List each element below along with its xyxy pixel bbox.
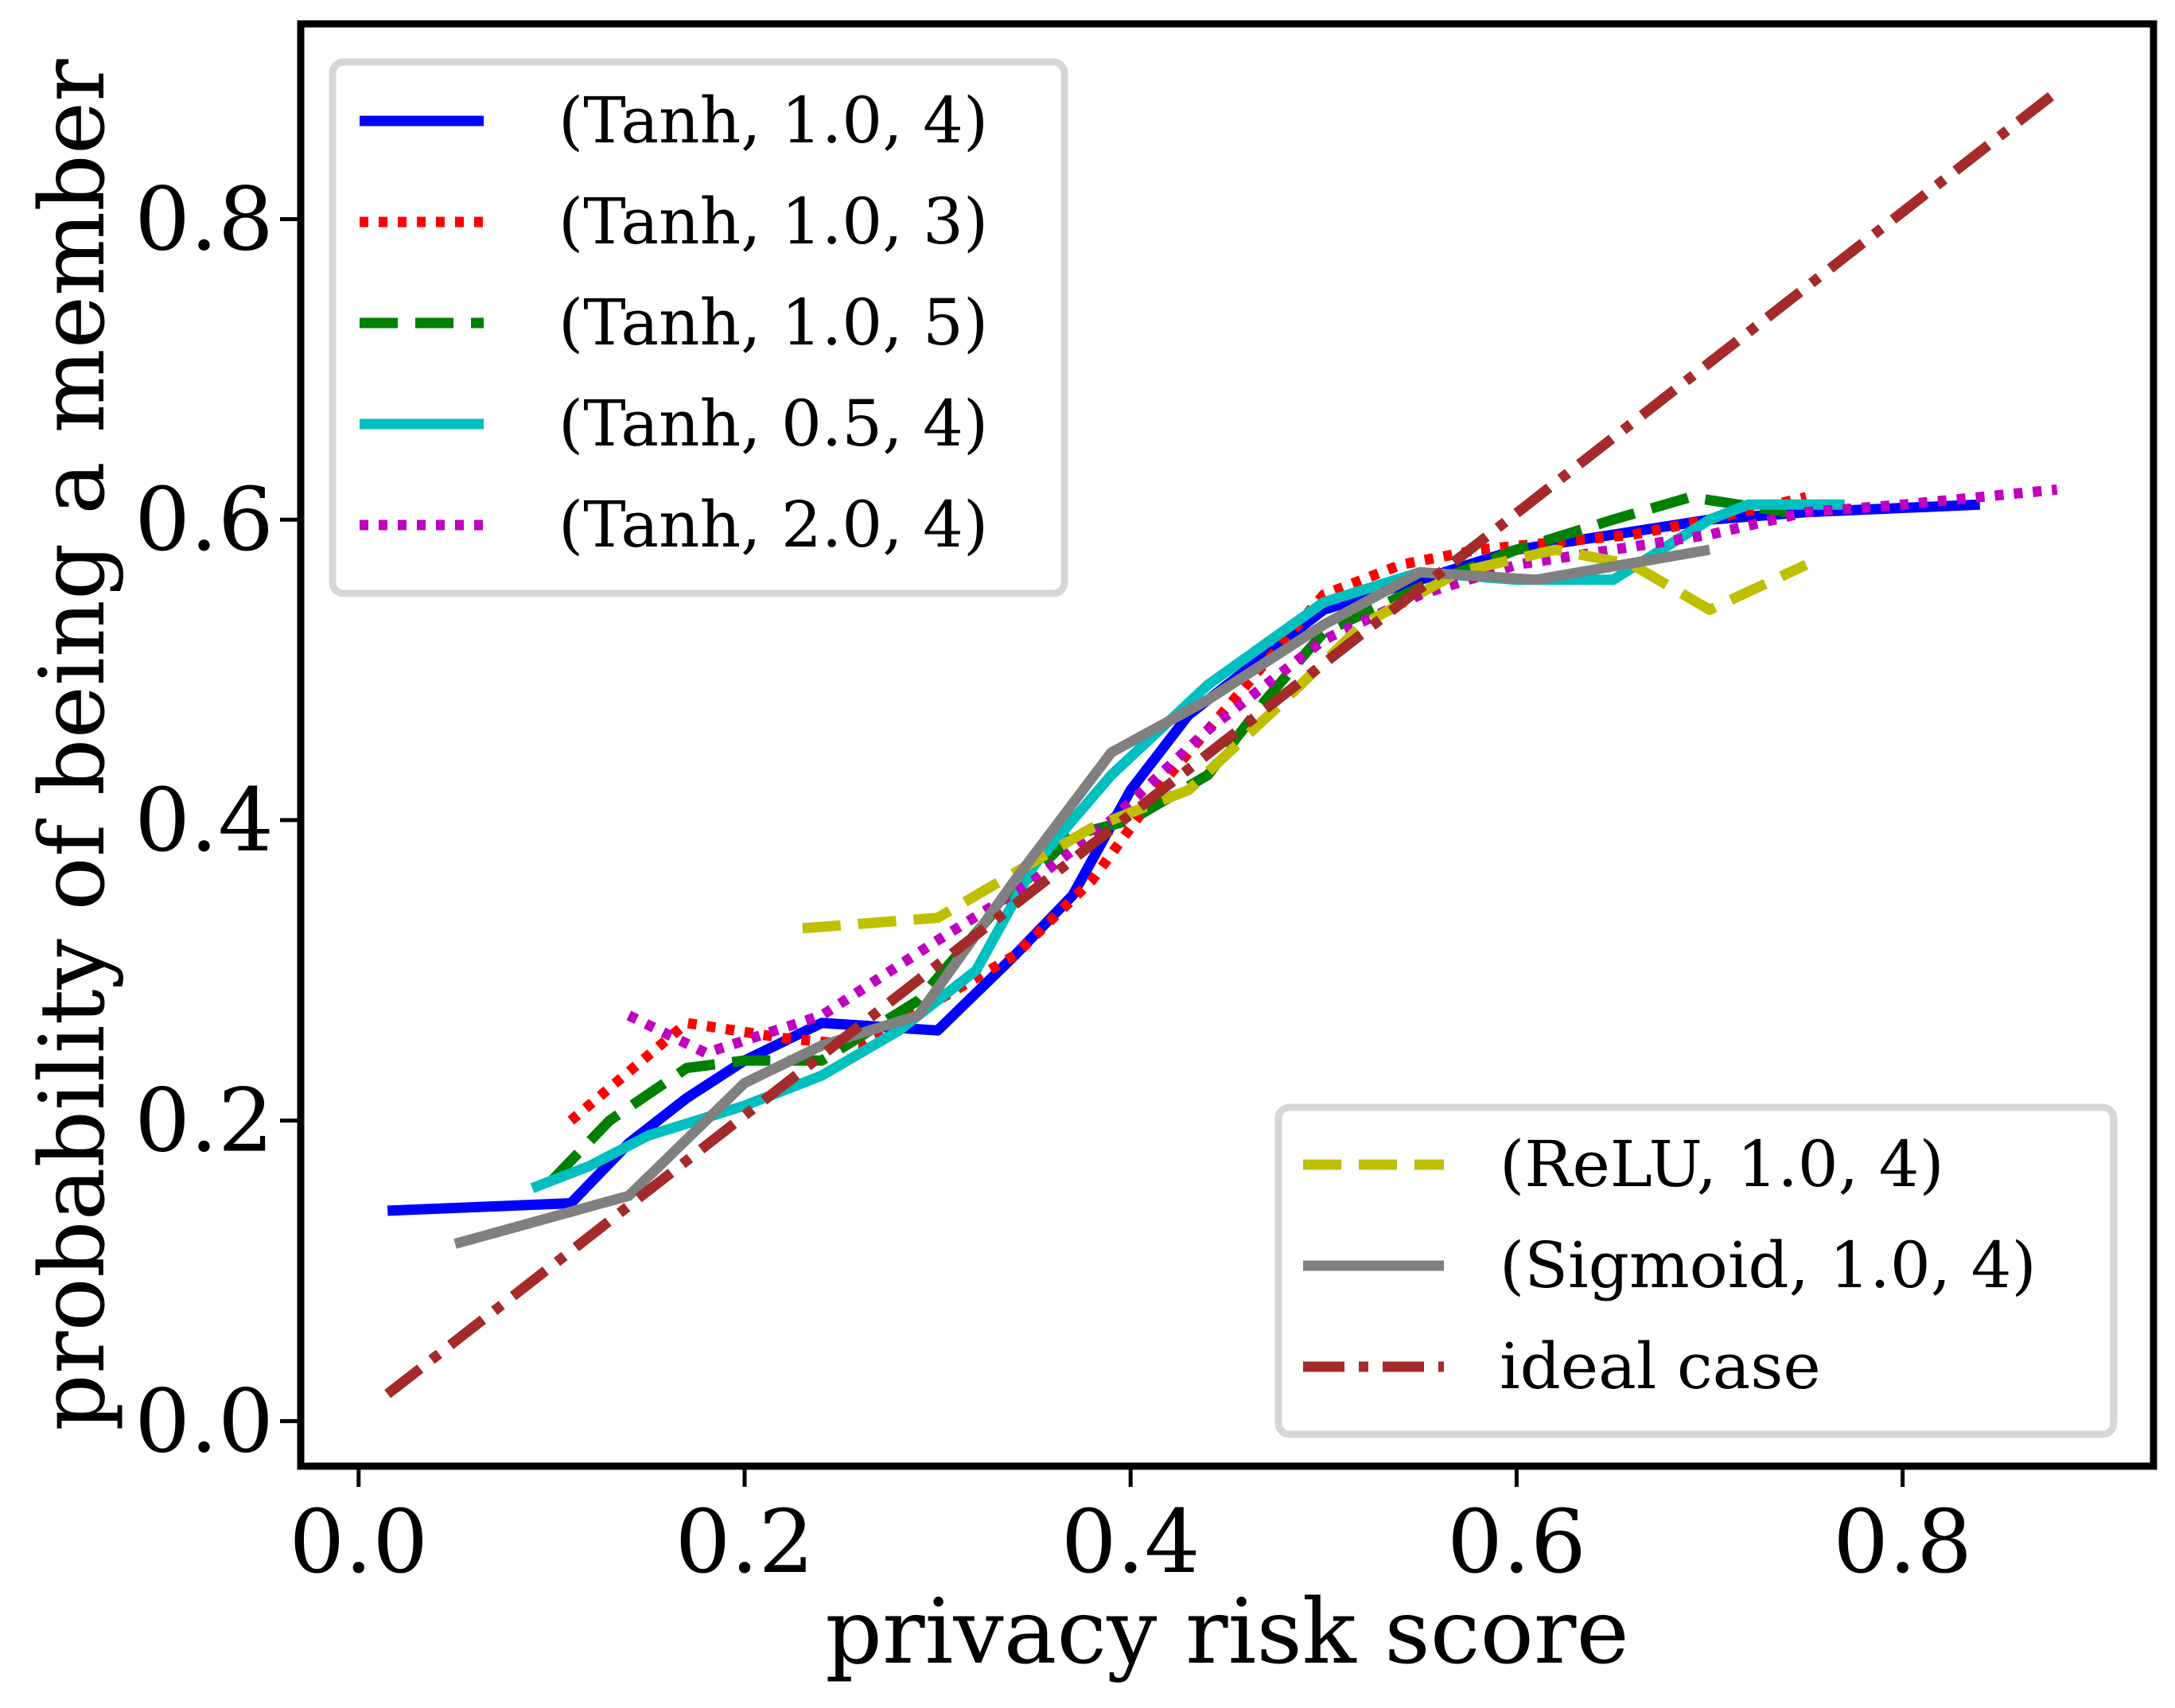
series-line-tanh-0-5-4 [530, 499, 1845, 1193]
x-tick-label: 0.2 [675, 1491, 815, 1593]
legend-box [1274, 1103, 2118, 1438]
legend-label-relu-1-0-4: (ReLU, 1.0, 4) [1500, 1127, 1944, 1201]
series-line-tanh-1-0-5 [547, 492, 1788, 1185]
y-tick-label: 0.2 [134, 1070, 274, 1172]
x-tick-label: 0.8 [1833, 1491, 1972, 1593]
x-tick-label: 0.4 [1061, 1491, 1200, 1593]
series-line-ideal-case [384, 87, 2060, 1399]
ticks-layer: 0.0 0.2 0.4 0.6 0.8 0.0 0.2 0.4 0.6 0.8 [134, 169, 1972, 1593]
legend-upper-left: (Tanh, 1.0, 4) (Tanh, 1.0, 3) (Tanh, 1.0, … [329, 58, 1068, 597]
legend-box [329, 58, 1068, 597]
series-line-tanh-2-0-4 [626, 484, 2058, 1059]
y-tick-label: 0.0 [134, 1370, 274, 1472]
legend-label-tanh-1-0-4: (Tanh, 1.0, 4) [558, 84, 988, 158]
legend-label-tanh-1-0-3: (Tanh, 1.0, 3) [558, 185, 988, 259]
y-tick-label: 0.6 [134, 469, 274, 570]
legend-label-sigmoid-1-0-4: (Sigmoid, 1.0, 4) [1500, 1228, 2037, 1302]
series-line-relu-1-0-4 [802, 544, 1809, 934]
y-tick-label: 0.8 [134, 169, 274, 270]
legend-label-ideal-case: ideal case [1500, 1329, 1821, 1403]
x-tick-label: 0.0 [289, 1491, 428, 1593]
x-axis-label: privacy risk score [825, 1581, 1628, 1684]
legend-lower-right: (ReLU, 1.0, 4) (Sigmoid, 1.0, 4) ideal cas… [1274, 1103, 2118, 1438]
y-axis-label: probability of being a member [21, 59, 125, 1431]
legend-label-tanh-1-0-5: (Tanh, 1.0, 5) [558, 286, 988, 360]
legend-label-tanh-0-5-4: (Tanh, 0.5, 4) [558, 387, 988, 461]
axes-frame [297, 20, 2157, 1470]
legend-label-tanh-2-0-4: (Tanh, 2.0, 4) [558, 488, 988, 562]
x-tick-label: 0.6 [1447, 1491, 1586, 1593]
y-tick-label: 0.4 [134, 769, 274, 871]
series-layer [384, 87, 2060, 1399]
